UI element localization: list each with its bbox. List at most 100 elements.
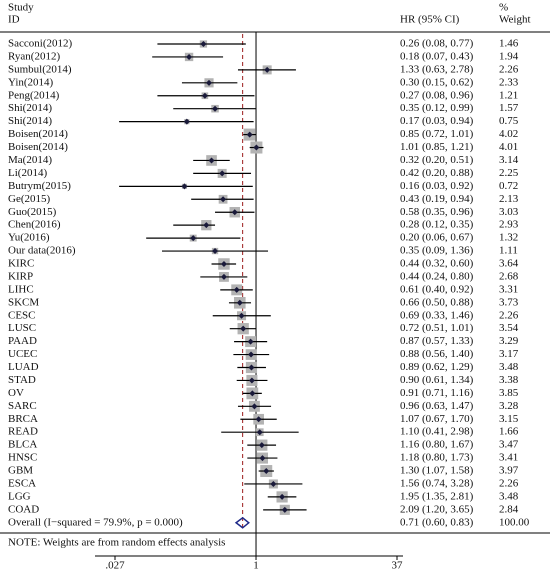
point-estimate: [256, 429, 263, 436]
point-estimate: [203, 222, 210, 229]
point-estimate: [233, 286, 240, 293]
study-label: SKCM: [8, 296, 39, 308]
weight-label: 1.21: [499, 89, 518, 101]
effect-label: 1.01 (0.85, 1.21): [400, 141, 474, 153]
effect-label: 0.42 (0.20, 0.88): [400, 167, 474, 179]
effect-label: 0.20 (0.06, 0.67): [400, 232, 474, 244]
weight-label: 2.93: [499, 219, 519, 231]
point-estimate: [263, 468, 270, 475]
effect-label: 0.61 (0.40, 0.92): [400, 283, 474, 295]
effect-label: 0.16 (0.03, 0.92): [400, 180, 474, 192]
study-label: Sacconi(2012): [8, 38, 72, 50]
header-percent: %: [499, 2, 508, 14]
effect-label: 0.27 (0.08, 0.96): [400, 89, 474, 101]
weight-label: 0.72: [499, 180, 518, 192]
weight-label: 3.73: [499, 296, 519, 308]
point-estimate: [247, 338, 254, 345]
study-label: READ: [8, 426, 38, 438]
study-label: LIHC: [8, 283, 34, 295]
effect-label: 1.18 (0.80, 1.73): [400, 452, 474, 464]
effect-label: 0.88 (0.56, 1.40): [400, 348, 474, 360]
weight-label: 3.48: [499, 361, 519, 373]
point-estimate: [181, 183, 188, 190]
study-label: Boisen(2014): [8, 141, 68, 153]
study-label: BLCA: [8, 439, 37, 451]
effect-label: 0.89 (0.62, 1.29): [400, 361, 474, 373]
study-label: STAD: [8, 374, 36, 386]
study-label: LGG: [8, 490, 31, 502]
x-tick-label: 1: [253, 560, 259, 572]
point-estimate: [249, 390, 256, 397]
effect-label: 0.85 (0.72, 1.01): [400, 128, 474, 140]
effect-label: 0.87 (0.57, 1.33): [400, 335, 474, 347]
effect-label: 0.32 (0.20, 0.51): [400, 154, 474, 166]
weight-label: 3.47: [499, 439, 519, 451]
point-estimate: [248, 351, 255, 358]
point-estimate: [212, 105, 219, 112]
weight-label: 3.38: [499, 374, 519, 386]
weight-label: 3.97: [499, 465, 519, 477]
point-estimate: [200, 41, 207, 47]
weight-label: 1.94: [499, 50, 519, 62]
weight-label: 0.75: [499, 115, 519, 127]
effect-label: 1.07 (0.67, 1.70): [400, 413, 474, 425]
study-label: Chen(2016): [8, 219, 61, 231]
study-label: HNSC: [8, 452, 37, 464]
note: NOTE: Weights are from random effects an…: [8, 537, 225, 549]
weight-label: 3.29: [499, 335, 519, 347]
point-estimate: [220, 273, 227, 280]
study-label: COAD: [8, 503, 39, 515]
point-estimate: [258, 442, 265, 449]
point-estimate: [281, 506, 288, 513]
study-label: Peng(2014): [8, 89, 60, 101]
effect-label: 0.58 (0.35, 0.96): [400, 206, 474, 218]
weight-label: 1.66: [499, 426, 519, 438]
weight-label: 3.48: [499, 490, 519, 502]
study-label: Our data(2016): [8, 245, 76, 257]
weight-label: 1.46: [499, 38, 519, 50]
effect-label: 0.90 (0.61, 1.34): [400, 374, 474, 386]
weight-label: 3.15: [499, 413, 519, 425]
overall-label: Overall (I−squared = 79.9%, p = 0.000): [8, 516, 183, 528]
study-label: Ma(2014): [8, 154, 52, 166]
point-estimate: [240, 325, 247, 332]
weight-label: 3.31: [499, 283, 518, 295]
header-study: Study: [8, 2, 34, 14]
point-estimate: [236, 299, 243, 306]
effect-label: 0.30 (0.15, 0.62): [400, 76, 474, 88]
weight-label: 2.26: [499, 63, 519, 75]
x-tick-label: .027: [105, 560, 125, 572]
study-label: Shi(2014): [8, 102, 52, 114]
effect-label: 0.17 (0.03, 0.94): [400, 115, 474, 127]
study-label: Butrym(2015): [8, 180, 71, 192]
header-effect: HR (95% CI): [400, 14, 460, 26]
point-estimate: [238, 312, 245, 319]
study-label: GBM: [8, 465, 33, 477]
point-estimate: [201, 92, 208, 99]
weight-label: 3.41: [499, 452, 518, 464]
study-label: Guo(2015): [8, 206, 57, 218]
study-label: UCEC: [8, 348, 37, 360]
effect-label: 0.26 (0.08, 0.77): [400, 38, 474, 50]
weight-label: 3.14: [499, 154, 519, 166]
effect-label: 0.28 (0.12, 0.35): [400, 219, 474, 231]
study-label: SARC: [8, 400, 37, 412]
weight-label: 4.02: [499, 128, 518, 140]
effect-label: 0.35 (0.12, 0.99): [400, 102, 474, 114]
point-estimate: [255, 416, 262, 423]
effect-label: 1.30 (1.07, 1.58): [400, 465, 474, 477]
weight-label: 1.32: [499, 232, 518, 244]
study-label: Yin(2014): [8, 76, 54, 88]
weight-label: 2.84: [499, 503, 519, 515]
effect-label: 0.43 (0.19, 0.94): [400, 193, 474, 205]
point-estimate: [253, 144, 260, 151]
point-estimate: [270, 480, 277, 487]
weight-label: 3.03: [499, 206, 519, 218]
weight-label: 3.64: [499, 258, 519, 270]
study-label: Li(2014): [8, 167, 47, 179]
weight-label: 1.57: [499, 102, 519, 114]
point-estimate: [259, 455, 266, 462]
point-estimate: [206, 79, 213, 86]
effect-label: 1.33 (0.63, 2.78): [400, 63, 474, 75]
